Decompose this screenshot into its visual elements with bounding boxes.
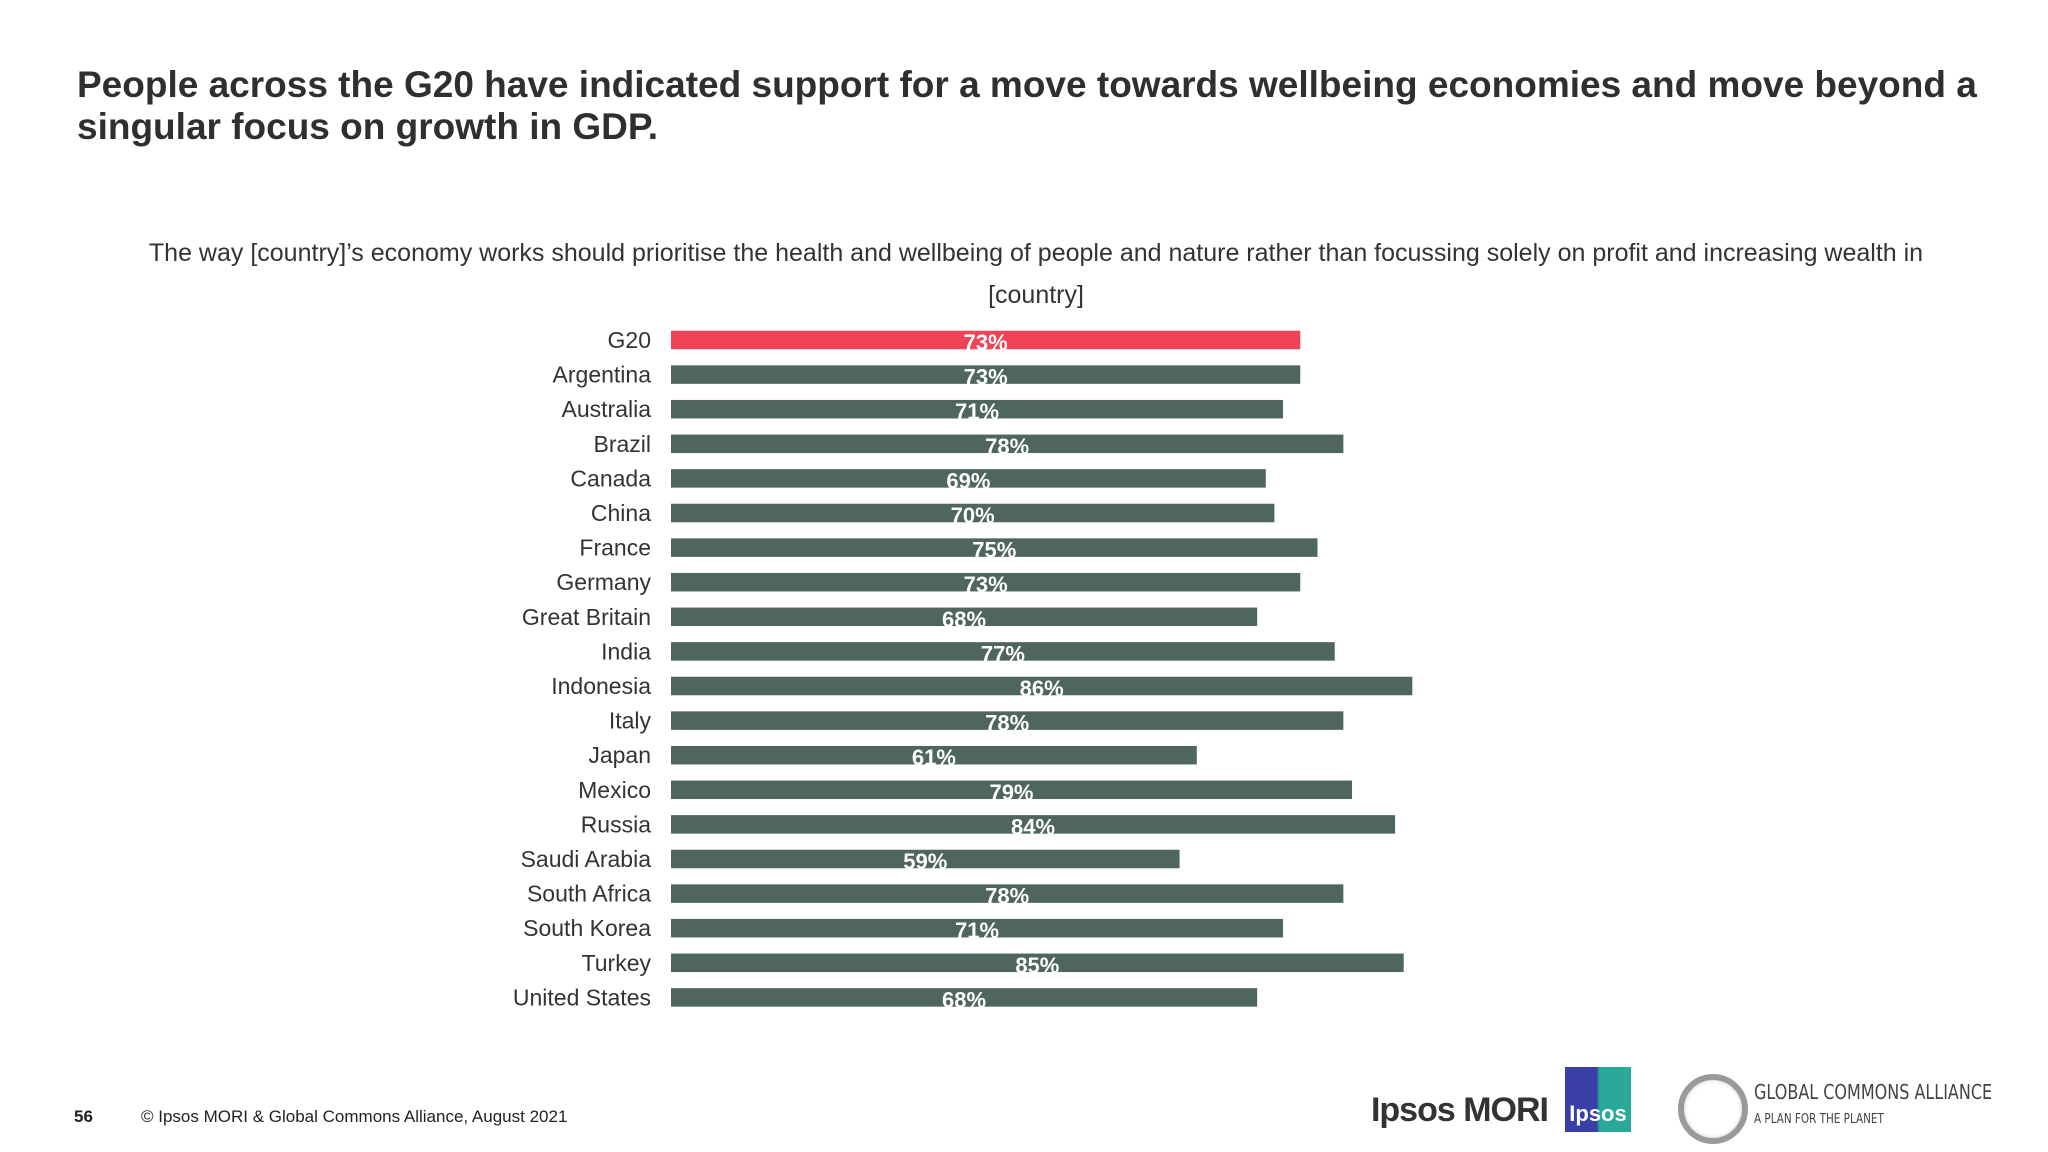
- data-label: 70%: [951, 503, 995, 528]
- bar-france: [671, 538, 1318, 557]
- chart-title: The way [country]’s economy works should…: [148, 239, 1924, 309]
- data-label: 71%: [955, 399, 999, 424]
- category-label: Russia: [581, 811, 652, 837]
- bar-saudi-arabia: [671, 849, 1180, 869]
- bar-argentina: [671, 365, 1301, 384]
- data-label: 59%: [903, 849, 947, 874]
- category-label: Canada: [570, 465, 651, 491]
- category-label: South Africa: [527, 881, 651, 907]
- global-commons-alliance-tagline: A PLAN FOR THE PLANET: [1754, 1112, 1884, 1127]
- category-label: Australia: [562, 396, 652, 422]
- category-label: Germany: [556, 569, 651, 595]
- data-label: 61%: [912, 745, 956, 770]
- global-commons-alliance-ring-logo: [1678, 1074, 1748, 1144]
- data-label: 71%: [955, 918, 999, 943]
- page-number: 56: [74, 1107, 93, 1126]
- bar-turkey: [671, 953, 1404, 973]
- bar-indonesia: [671, 676, 1413, 696]
- category-label: Brazil: [593, 431, 651, 457]
- data-label: 73%: [964, 365, 1008, 390]
- data-label: 77%: [981, 641, 1025, 666]
- category-label: France: [579, 535, 651, 561]
- data-label: 78%: [985, 884, 1029, 909]
- bar-united-states: [671, 988, 1258, 1007]
- data-label: 85%: [1015, 953, 1059, 978]
- global-commons-alliance-logo-text: GLOBAL COMMONS ALLIANCE: [1754, 1080, 1993, 1104]
- data-label: 75%: [972, 538, 1016, 563]
- bar-italy: [671, 711, 1344, 730]
- category-label: Saudi Arabia: [521, 846, 652, 872]
- bar-south-africa: [671, 884, 1344, 903]
- data-label: 86%: [1020, 676, 1064, 701]
- category-label: United States: [513, 984, 651, 1010]
- bar-great-britain: [671, 607, 1258, 627]
- category-label: Great Britain: [522, 604, 651, 630]
- data-label: 78%: [985, 434, 1029, 459]
- bar-china: [671, 503, 1275, 523]
- category-label: Argentina: [553, 362, 652, 388]
- data-label: 79%: [989, 780, 1033, 805]
- ipsos-logo: Ipsos: [1565, 1067, 1631, 1132]
- category-label: G20: [608, 327, 651, 353]
- data-label: 68%: [942, 607, 986, 632]
- bar-brazil: [671, 434, 1344, 454]
- category-label: India: [601, 638, 651, 664]
- data-label: 78%: [985, 711, 1029, 736]
- category-label: South Korea: [523, 915, 651, 941]
- category-label: Italy: [609, 708, 652, 734]
- bar-g20: [671, 330, 1301, 350]
- bar-germany: [671, 572, 1301, 592]
- bar-mexico: [671, 780, 1352, 800]
- category-label: China: [591, 500, 651, 526]
- bar-canada: [671, 469, 1266, 488]
- slide-title: People across the G20 have indicated sup…: [77, 64, 1977, 147]
- category-label: Turkey: [582, 950, 652, 976]
- data-label: 73%: [964, 572, 1008, 597]
- bar-russia: [671, 815, 1396, 834]
- copyright-text: © Ipsos MORI & Global Commons Alliance, …: [141, 1107, 568, 1126]
- data-label: 69%: [946, 468, 990, 493]
- ipsos-mori-logo: Ipsos MORI: [1370, 1091, 1549, 1129]
- bar-australia: [671, 399, 1284, 419]
- bar-south-korea: [671, 918, 1284, 938]
- category-label: Mexico: [578, 777, 651, 803]
- data-label: 73%: [964, 330, 1008, 355]
- category-label: Japan: [588, 742, 651, 768]
- category-label: Indonesia: [551, 673, 651, 699]
- bar-japan: [671, 745, 1197, 765]
- data-label: 84%: [1011, 814, 1055, 839]
- data-label: 68%: [942, 987, 986, 1012]
- bar-india: [671, 642, 1335, 661]
